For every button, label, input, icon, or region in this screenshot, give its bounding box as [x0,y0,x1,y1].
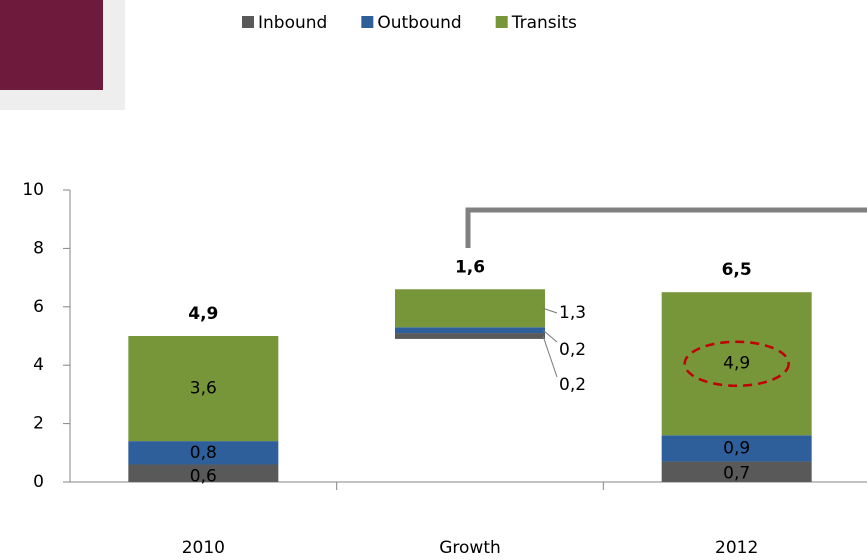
legend-swatch [242,16,254,28]
leader-line [542,329,558,343]
segment-label: 0,6 [190,466,217,486]
leader-line [542,307,558,314]
bar-segment [128,464,279,482]
total-label: 4,9 [188,304,218,324]
bar-segment [128,336,279,442]
bracket [465,207,867,248]
bar-segment [395,289,545,328]
segment-label: 0,2 [559,375,586,395]
y-tick-label: 6 [33,297,44,317]
bar-segment [395,333,545,339]
segment-label: 0,9 [723,438,750,458]
bar-segment [661,292,812,436]
y-tick-label: 8 [33,238,44,258]
highlight-ellipse [683,340,790,387]
bar-segment [128,441,279,465]
legend-label: Outbound [377,13,461,33]
bar-segment [661,461,812,482]
total-label: 1,6 [455,257,485,277]
x-tick-label: Growth [439,538,501,558]
leader-line [542,335,558,378]
legend-label: Inbound [258,13,327,33]
bar-segment [395,327,545,334]
total-label: 6,5 [722,260,752,280]
y-tick-label: 2 [33,414,44,434]
y-tick-label: 10 [22,180,44,200]
bar-segment [661,435,812,462]
y-tick-label: 0 [33,472,44,492]
logo [0,0,103,90]
x-tick-label: 2012 [715,538,758,558]
segment-label: 1,3 [559,303,586,323]
legend-swatch [361,16,374,28]
segment-label: 0,2 [559,340,586,360]
legend-label: Transits [511,13,577,33]
legend-swatch [495,16,508,28]
segment-label: 3,6 [190,379,217,399]
x-tick-label: 2010 [182,538,225,558]
segment-label: 0,7 [723,464,750,484]
segment-label: 0,8 [190,443,217,463]
segment-label: 4,9 [723,354,750,374]
y-tick-label: 4 [33,355,44,375]
